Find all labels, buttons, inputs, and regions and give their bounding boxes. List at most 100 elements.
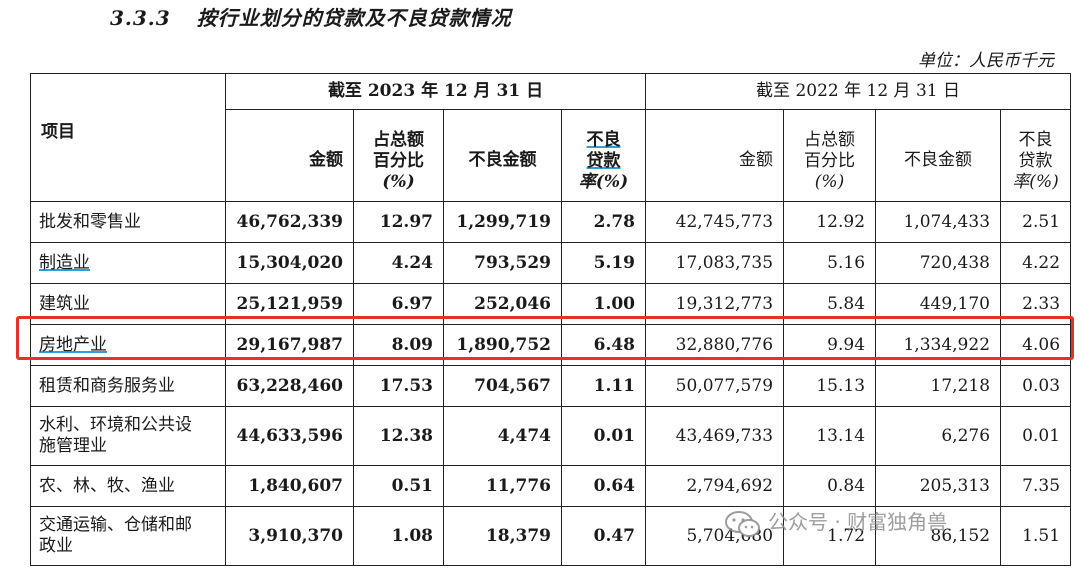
amount-2023: 1,840,607 [225, 465, 354, 507]
amount-2023: 29,167,987 [225, 324, 354, 366]
row-label: 农、林、牧、渔业 [30, 465, 226, 507]
header-npl-rate-line3: 率(%) [1012, 172, 1059, 192]
npl-amount-2022: 1,334,922 [875, 324, 1002, 366]
row-label: 批发和零售业 [30, 201, 226, 243]
row-label: 建筑业 [30, 283, 226, 325]
share-2023: 12.38 [353, 406, 444, 466]
share-2022: 9.94 [783, 324, 877, 366]
npl-amount-2023: 1,299,719 [443, 201, 562, 243]
header-item: 项目 [30, 73, 226, 202]
header-share-line2: 百分比 [373, 151, 424, 171]
row-label: 水利、环境和公共设 施管理业 [30, 406, 226, 466]
share-2023: 0.51 [353, 465, 444, 507]
header-period-2022: 截至 2022 年 12 月 31 日 [645, 73, 1072, 110]
npl-rate-2023: 5.19 [560, 242, 647, 284]
row-label: 交通运输、仓储和邮 政业 [30, 506, 226, 566]
row-label: 房地产业 [30, 324, 226, 366]
header-share-line1: 占总额 [804, 130, 856, 150]
header-share-line3: (%) [382, 172, 415, 192]
header-npl-rate-line1: 不良 [1018, 130, 1053, 150]
npl-rate-2023: 2.78 [560, 201, 647, 243]
share-2023: 17.53 [353, 365, 444, 407]
npl-amount-2022: 1,074,433 [875, 201, 1002, 243]
npl-amount-2022: 86,152 [875, 506, 1002, 566]
row-label: 制造业 [30, 242, 226, 284]
header-amount-2023: 金额 [225, 109, 354, 202]
header-npl-rate-2022: 不良 贷款 率(%) [1000, 109, 1072, 202]
watermark: 公众号 · 财富独角兽 [724, 506, 947, 539]
share-2023: 1.08 [353, 506, 444, 566]
share-2022: 5.16 [783, 242, 877, 284]
header-npl-rate-line3: 率(%) [578, 172, 629, 192]
share-2022: 15.13 [783, 365, 877, 407]
npl-amount-2023: 11,776 [443, 465, 562, 507]
table-row: 租赁和商务服务业 63,228,460 17.53 704,567 1.11 5… [30, 365, 1072, 407]
npl-rate-2022: 2.51 [1000, 201, 1072, 243]
row-label-text: 房地产业 [39, 334, 107, 355]
amount-2022: 5,704,680 [645, 506, 785, 566]
header-share-2022: 占总额 百分比 (%) [783, 109, 877, 202]
header-share-line3: (%) [814, 172, 845, 192]
header-npl-rate-2023: 不良 贷款 率(%) [560, 109, 647, 202]
npl-rate-2022: 7.35 [1000, 465, 1072, 507]
share-2023: 8.09 [353, 324, 444, 366]
amount-2023: 46,762,339 [225, 201, 354, 243]
npl-rate-2022: 1.51 [1000, 506, 1072, 566]
share-2023: 12.97 [353, 201, 444, 243]
npl-rate-2023: 6.48 [560, 324, 647, 366]
header-npl-rate-line2: 贷款 [586, 151, 621, 171]
row-label: 租赁和商务服务业 [30, 365, 226, 407]
header-amount-2022: 金额 [645, 109, 785, 202]
row-label-line2: 政业 [39, 536, 73, 556]
npl-rate-2023: 0.47 [560, 506, 647, 566]
npl-rate-2022: 0.01 [1000, 406, 1072, 466]
amount-2022: 50,077,579 [645, 365, 785, 407]
npl-amount-2023: 793,529 [443, 242, 562, 284]
npl-amount-2022: 449,170 [875, 283, 1002, 325]
section-heading: 3.3.3 按行业划分的贷款及不良贷款情况 [110, 2, 512, 31]
header-share-line2: 百分比 [804, 151, 856, 171]
amount-2023: 63,228,460 [225, 365, 354, 407]
loan-by-industry-table: 项目 截至 2023 年 12 月 31 日 截至 2022 年 12 月 31… [30, 73, 1072, 566]
wechat-icon [724, 509, 762, 539]
share-2022: 12.92 [783, 201, 877, 243]
table-row: 农、林、牧、渔业 1,840,607 0.51 11,776 0.64 2,79… [30, 465, 1072, 507]
amount-2022: 43,469,733 [645, 406, 785, 466]
section-number: 3.3.3 [110, 6, 171, 30]
npl-rate-2022: 4.22 [1000, 242, 1072, 284]
share-2022: 1.72 [783, 506, 877, 566]
watermark-text: 公众号 · 财富独角兽 [768, 510, 948, 534]
share-2022: 13.14 [783, 406, 877, 466]
row-label-line2: 施管理业 [39, 436, 107, 456]
table-row: 交通运输、仓储和邮 政业 3,910,370 1.08 18,379 0.47 … [30, 506, 1072, 566]
share-2022: 5.84 [783, 283, 877, 325]
npl-rate-2023: 1.00 [560, 283, 647, 325]
table-row: 批发和零售业 46,762,339 12.97 1,299,719 2.78 4… [30, 201, 1072, 243]
header-share-2023: 占总额 百分比 (%) [353, 109, 444, 202]
share-2023: 6.97 [353, 283, 444, 325]
unit-label: 单位：人民币千元 [918, 51, 1054, 71]
table-row-highlighted: 房地产业 29,167,987 8.09 1,890,752 6.48 32,8… [30, 324, 1072, 366]
npl-rate-2022: 2.33 [1000, 283, 1072, 325]
table-row: 水利、环境和公共设 施管理业 44,633,596 12.38 4,474 0.… [30, 406, 1072, 466]
npl-rate-2023: 1.11 [560, 365, 647, 407]
amount-2022: 32,880,776 [645, 324, 785, 366]
amount-2023: 3,910,370 [225, 506, 354, 566]
npl-amount-2022: 720,438 [875, 242, 1002, 284]
npl-rate-2022: 4.06 [1000, 324, 1072, 366]
header-npl-rate-line1: 不良 [586, 130, 621, 150]
npl-amount-2022: 205,313 [875, 465, 1002, 507]
npl-rate-2022: 0.03 [1000, 365, 1072, 407]
header-share-line1: 占总额 [373, 130, 424, 150]
amount-2022: 17,083,735 [645, 242, 785, 284]
amount-2022: 42,745,773 [645, 201, 785, 243]
table-row: 制造业 15,304,020 4.24 793,529 5.19 17,083,… [30, 242, 1072, 284]
npl-amount-2023: 18,379 [443, 506, 562, 566]
npl-amount-2022: 17,218 [875, 365, 1002, 407]
header-period-2023: 截至 2023 年 12 月 31 日 [224, 73, 647, 110]
npl-rate-2023: 0.64 [560, 465, 647, 507]
amount-2023: 25,121,959 [225, 283, 354, 325]
npl-amount-2023: 704,567 [443, 365, 562, 407]
share-2023: 4.24 [353, 242, 444, 284]
npl-amount-2023: 1,890,752 [443, 324, 562, 366]
